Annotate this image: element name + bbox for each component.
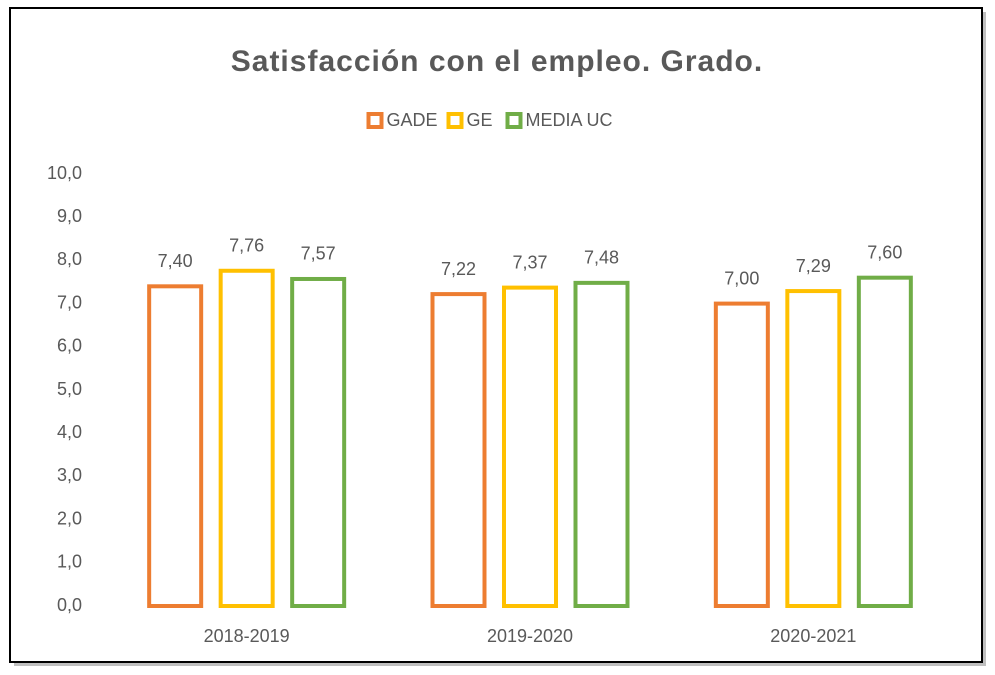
x-tick-label: 2018-2019 <box>204 626 290 646</box>
legend-swatch <box>366 112 384 129</box>
bar <box>785 289 842 608</box>
y-tick-label: 10,0 <box>47 163 82 183</box>
y-tick-label: 8,0 <box>57 249 82 269</box>
bar <box>290 276 347 608</box>
y-tick-label: 3,0 <box>57 465 82 485</box>
y-tick-label: 6,0 <box>57 336 82 356</box>
bar <box>430 292 487 608</box>
bar <box>573 280 630 608</box>
y-tick-label: 1,0 <box>57 552 82 572</box>
frame <box>9 7 983 663</box>
legend-swatch <box>505 112 523 129</box>
bar <box>713 301 770 608</box>
bar <box>856 275 913 608</box>
y-tick-label: 9,0 <box>57 206 82 226</box>
data-label: 7,57 <box>301 244 336 264</box>
x-tick-label: 2019-2020 <box>487 626 573 646</box>
y-tick-label: 4,0 <box>57 422 82 442</box>
bar <box>218 268 275 608</box>
y-tick-label: 5,0 <box>57 379 82 399</box>
bar <box>147 284 204 608</box>
data-label: 7,40 <box>158 251 193 271</box>
legend-label: GE <box>467 110 493 130</box>
legend-label: MEDIA UC <box>526 110 613 130</box>
data-label: 7,76 <box>229 236 264 256</box>
y-tick-label: 2,0 <box>57 508 82 528</box>
data-label: 7,37 <box>512 252 547 272</box>
y-tick-label: 0,0 <box>57 595 82 615</box>
chart-title: Satisfacción con el empleo. Grado. <box>231 45 763 78</box>
data-label: 7,22 <box>441 259 476 279</box>
legend-swatch <box>446 112 464 129</box>
x-tick-label: 2020-2021 <box>770 626 856 646</box>
data-label: 7,60 <box>867 242 902 262</box>
bar <box>502 285 558 608</box>
data-label: 7,48 <box>584 248 619 268</box>
data-label: 7,29 <box>796 256 831 276</box>
y-tick-label: 7,0 <box>57 292 82 312</box>
legend-label: GADE <box>387 110 438 130</box>
data-label: 7,00 <box>724 268 759 288</box>
